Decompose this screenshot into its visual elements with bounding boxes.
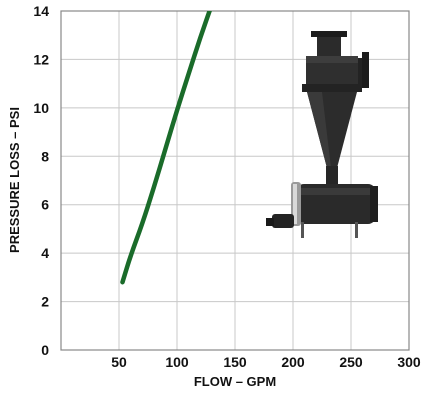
y-tick-label: 14 — [33, 3, 49, 19]
y-tick-label: 10 — [33, 100, 49, 116]
y-tick-label: 4 — [41, 245, 49, 261]
x-tick-label: 100 — [165, 354, 189, 370]
series-line-0 — [120, 11, 212, 285]
y-axis-label: PRESSURE LOSS – PSI — [7, 107, 22, 253]
x-tick-labels: 50 100 150 200 250 300 — [111, 354, 421, 370]
y-tick-label: 6 — [41, 197, 49, 213]
x-tick-label: 150 — [223, 354, 247, 370]
y-tick-label: 2 — [41, 294, 49, 310]
x-tick-label: 200 — [281, 354, 305, 370]
plot-frame — [60, 10, 410, 351]
x-tick-label: 300 — [397, 354, 421, 370]
y-tick-label: 12 — [33, 51, 49, 67]
series-layer — [120, 11, 212, 285]
y-tick-label: 8 — [41, 148, 49, 164]
y-tick-labels: 0 2 4 6 8 10 12 14 — [33, 3, 49, 358]
y-tick-label: 0 — [41, 342, 49, 358]
x-axis-label: FLOW – GPM — [194, 374, 276, 389]
hydrocyclone-separator-icon — [266, 31, 378, 238]
x-tick-label: 50 — [111, 354, 127, 370]
x-tick-label: 250 — [339, 354, 363, 370]
